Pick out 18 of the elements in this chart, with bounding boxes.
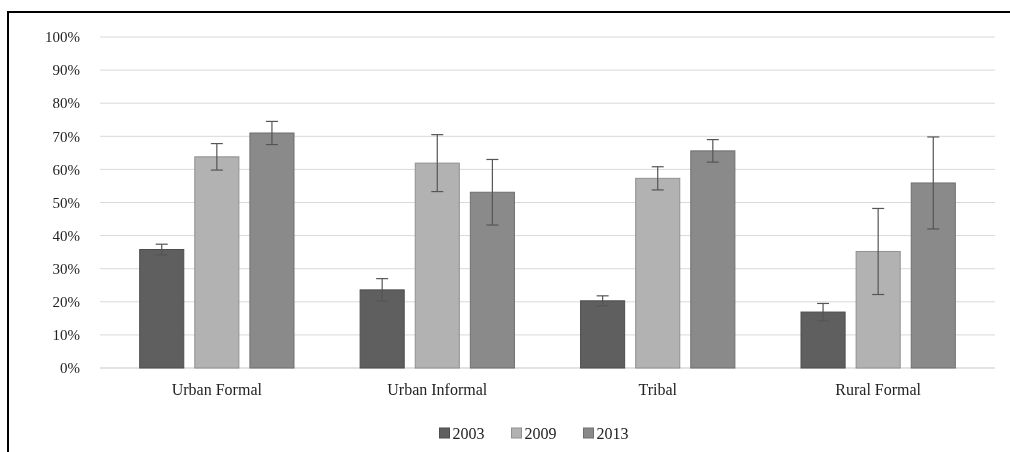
legend-label: 2009 — [524, 424, 557, 442]
y-tick-label: 60% — [52, 161, 80, 178]
y-tick-label: 80% — [52, 95, 80, 112]
y-tick-label: 0% — [60, 360, 80, 377]
y-tick-label: 100% — [45, 29, 80, 46]
y-tick-label: 70% — [52, 128, 80, 145]
y-tick-label: 40% — [52, 227, 80, 244]
x-tick-label: Tribal — [638, 381, 678, 398]
legend-label: 2013 — [596, 424, 629, 442]
y-tick-label: 50% — [52, 194, 80, 211]
y-tick-label: 90% — [52, 62, 80, 79]
y-tick-label: 20% — [52, 294, 80, 311]
x-tick-label: Urban Informal — [387, 381, 488, 398]
x-tick-label: Rural Formal — [835, 381, 922, 398]
legend-label: 2003 — [452, 424, 485, 442]
x-tick-label: Urban Formal — [171, 381, 263, 398]
y-tick-label: 30% — [52, 260, 80, 277]
y-tick-label: 10% — [52, 327, 80, 344]
